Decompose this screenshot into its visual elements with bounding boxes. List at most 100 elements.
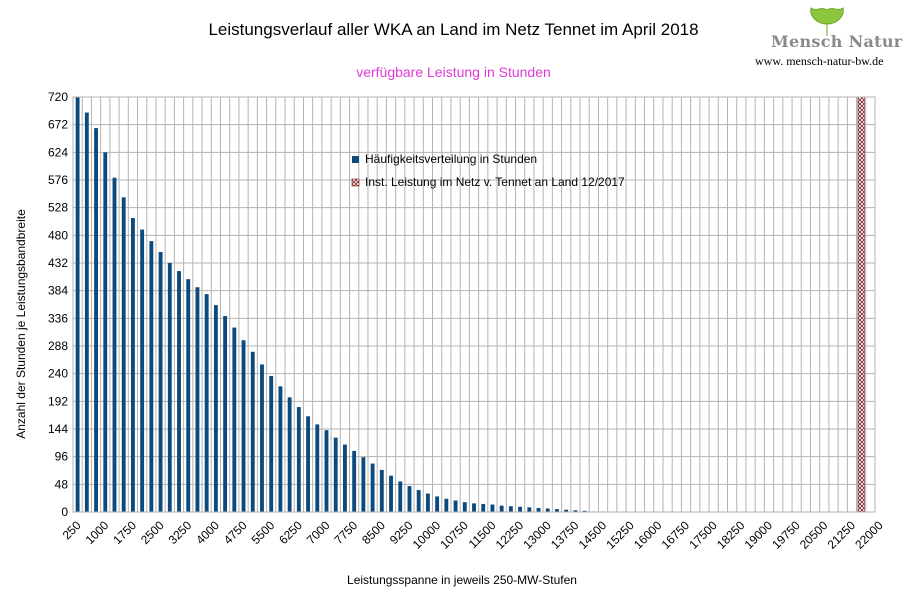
bar (453, 500, 458, 512)
bar (223, 316, 228, 512)
x-tick-label: 17500 (686, 518, 720, 552)
y-tick-label: 576 (48, 173, 68, 187)
bar (296, 407, 301, 512)
bars (75, 96, 865, 513)
x-tick-label: 8500 (359, 518, 388, 547)
bar (149, 241, 154, 512)
x-tick-label: 4750 (221, 518, 250, 547)
bar (112, 177, 117, 512)
bar (490, 504, 495, 512)
bar (416, 490, 421, 512)
bar (444, 498, 449, 512)
chart-subtitle: verfügbare Leistung in Stunden (356, 64, 551, 80)
legend-swatch-frequency (352, 156, 359, 163)
bar (140, 229, 145, 512)
bar (232, 327, 237, 512)
bar (75, 97, 80, 512)
bar (518, 506, 523, 512)
x-tick-label: 4000 (193, 518, 222, 547)
y-tick-label: 432 (48, 256, 68, 270)
bar (343, 444, 347, 512)
y-tick-label: 336 (48, 311, 68, 325)
y-tick-label: 384 (48, 284, 68, 298)
x-tick-label: 12250 (493, 518, 527, 552)
bar (177, 271, 181, 512)
chart-title: Leistungsverlauf aller WKA an Land im Ne… (208, 20, 699, 39)
bar (260, 364, 264, 512)
x-tick-label: 5500 (249, 518, 278, 547)
ginkgo-leaf-icon (810, 7, 844, 36)
bar (324, 430, 329, 512)
bar (545, 508, 550, 512)
bar (499, 505, 504, 512)
bar (94, 128, 98, 512)
bar (121, 197, 126, 512)
x-axis-label: Leistungsspanne in jeweils 250-MW-Stufen (347, 573, 577, 587)
y-tick-label: 48 (55, 477, 69, 491)
bar (130, 218, 135, 512)
bar (204, 294, 209, 512)
y-tick-label: 288 (48, 339, 68, 353)
x-tick-label: 11500 (466, 518, 499, 551)
logo-text: Mensch Natur (771, 32, 903, 51)
x-tick-label: 13750 (548, 518, 582, 552)
bar (407, 486, 412, 512)
x-tick-label: 7000 (304, 518, 333, 547)
x-tick-label: 15250 (603, 518, 637, 552)
bar (269, 375, 274, 512)
bar (508, 506, 513, 512)
bar (555, 509, 559, 512)
y-tick-label: 0 (61, 505, 68, 519)
bar (333, 437, 338, 512)
bar (250, 351, 255, 512)
y-tick-label: 144 (48, 422, 68, 436)
legend: Häufigkeitsverteilung in Stunden Inst. Le… (351, 152, 625, 189)
y-tick-label: 528 (48, 201, 68, 215)
bar (389, 475, 393, 512)
x-tick-label: 3250 (166, 518, 195, 547)
legend-label-frequency: Häufigkeitsverteilung in Stunden (365, 152, 537, 166)
bar (425, 493, 430, 512)
x-tick-label: 22000 (852, 518, 886, 552)
bar (435, 496, 440, 512)
bar (315, 424, 320, 512)
y-tick-label: 480 (48, 228, 68, 242)
bar (481, 503, 486, 512)
y-axis-label: Anzahl der Stunden je Leistungsbandbreit… (14, 209, 28, 439)
bar (306, 416, 311, 512)
bar (167, 263, 172, 512)
bar (287, 397, 292, 512)
x-tick-label: 16750 (659, 518, 693, 552)
bar (536, 507, 541, 512)
bar (462, 502, 467, 512)
bar (564, 509, 569, 512)
bar (158, 252, 163, 512)
x-tick-label: 19750 (769, 518, 803, 552)
x-tick-label: 6250 (276, 518, 305, 547)
bar (278, 386, 283, 512)
x-tick-label: 1750 (110, 518, 139, 547)
x-tick-label: 1000 (83, 518, 112, 547)
legend-swatch-installed (351, 178, 360, 187)
x-tick-label: 13000 (520, 518, 554, 552)
y-tick-label: 624 (48, 145, 68, 159)
bar (352, 450, 357, 512)
x-tick-label: 7750 (332, 518, 361, 547)
bar (186, 279, 191, 512)
bar (241, 340, 246, 512)
logo: Mensch Natur www. mensch-natur-bw.de (755, 4, 903, 70)
x-tick-label: 14500 (576, 518, 610, 552)
x-tick-label: 19000 (742, 518, 776, 552)
bar (472, 503, 476, 512)
y-tick-label: 96 (55, 450, 69, 464)
x-tick-label: 10000 (410, 518, 444, 552)
y-tick-label: 672 (48, 118, 68, 132)
y-tick-label: 240 (48, 367, 68, 381)
logo-url: www. mensch-natur-bw.de (755, 54, 884, 68)
x-tick-label: 250 (60, 518, 84, 542)
bar (361, 457, 366, 512)
bar (195, 287, 200, 512)
x-tick-label: 10750 (437, 518, 471, 552)
x-tick-label: 20500 (797, 518, 831, 552)
